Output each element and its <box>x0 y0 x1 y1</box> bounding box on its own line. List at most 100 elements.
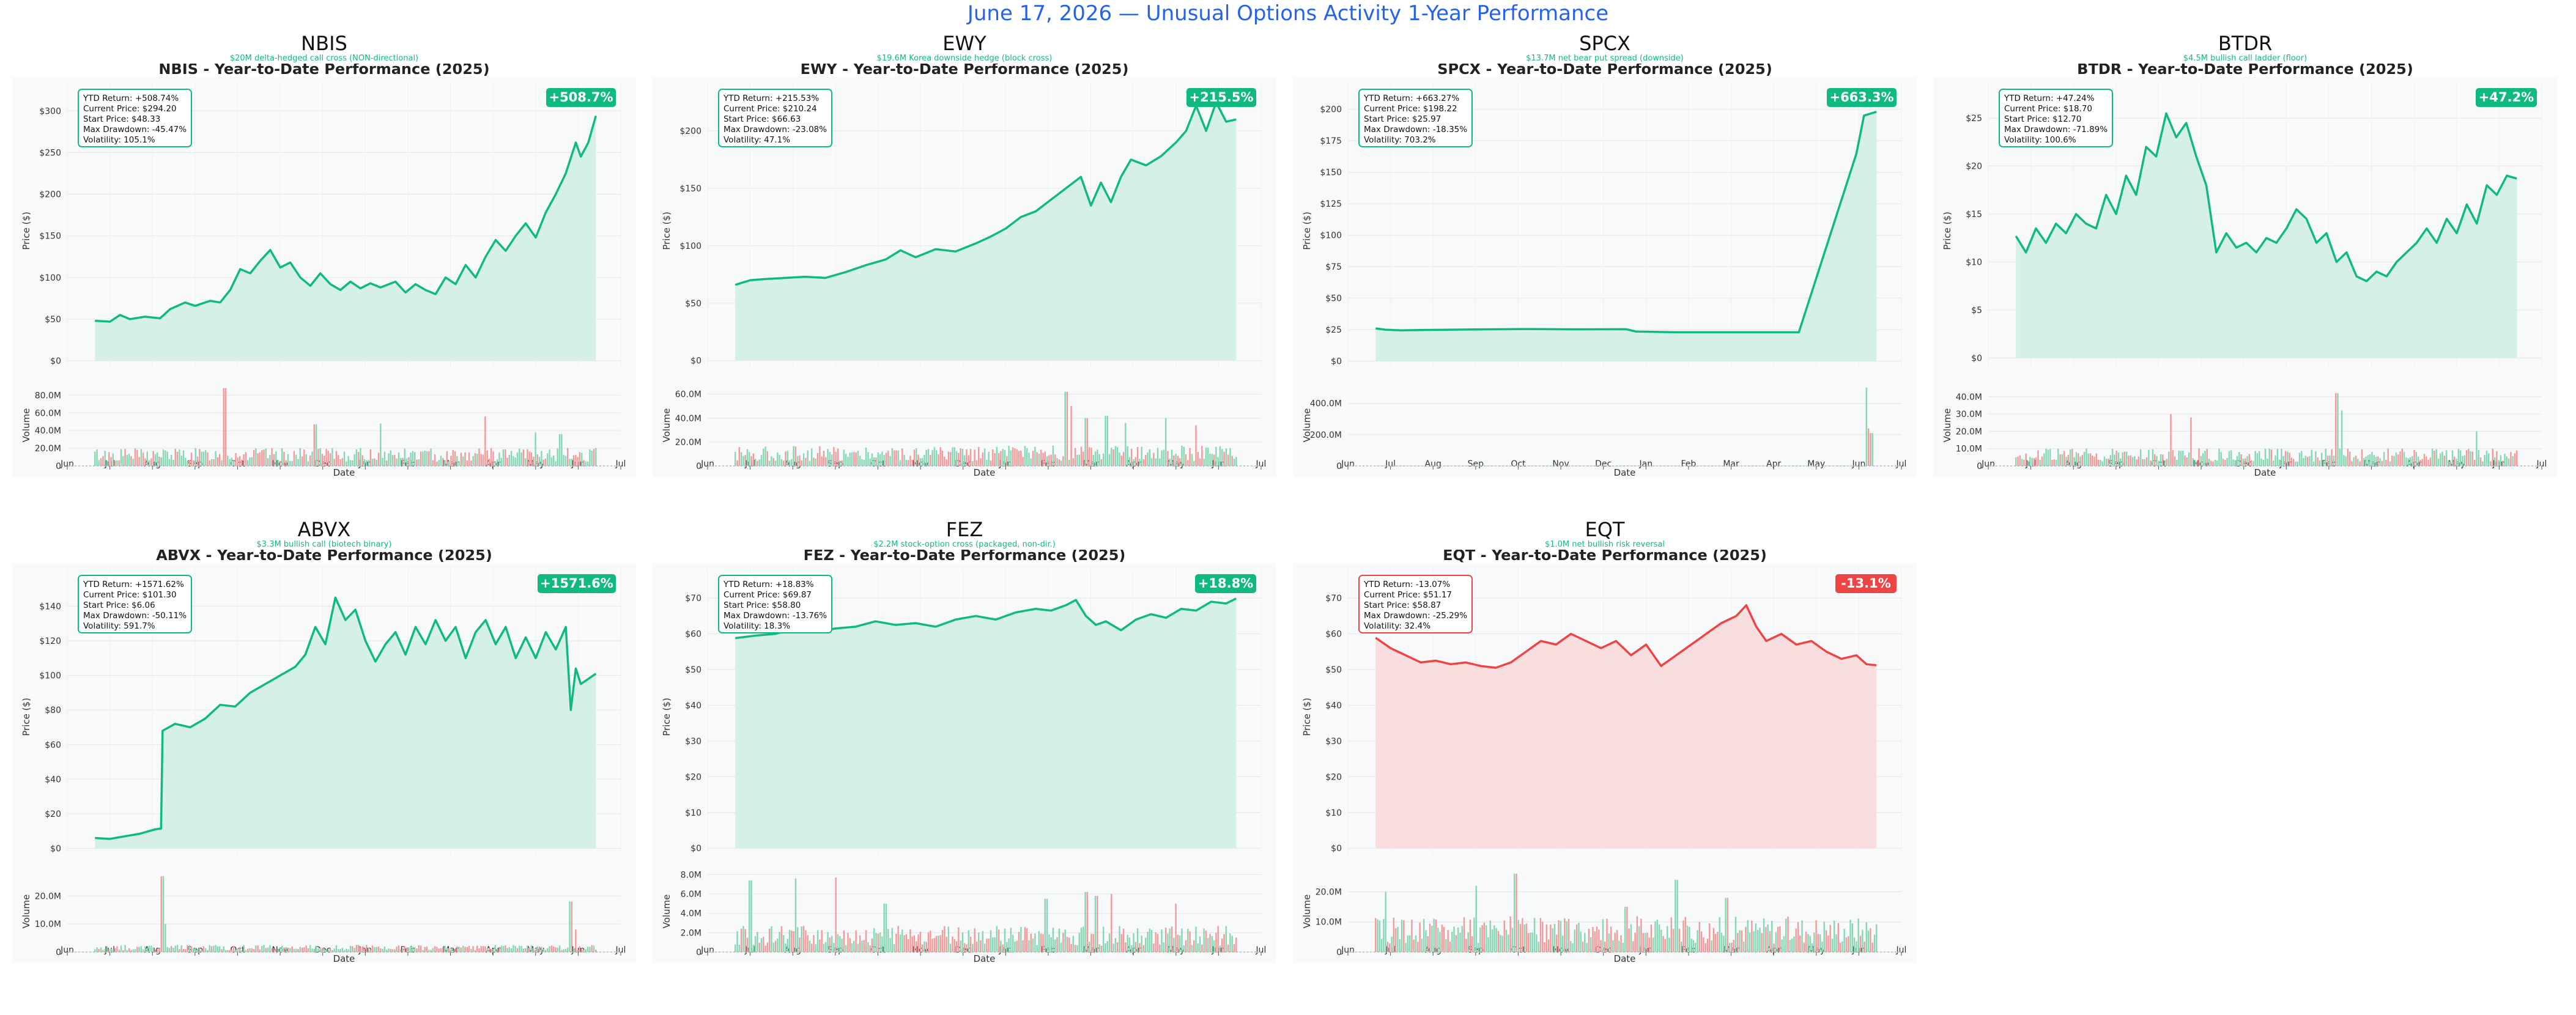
volume-bar <box>2228 451 2230 466</box>
volume-bar <box>352 946 353 952</box>
volume-bar <box>802 926 805 952</box>
volume-bar <box>1709 923 1711 952</box>
volume-bar <box>1185 454 1187 466</box>
volume-bar <box>315 424 317 466</box>
volume-bar <box>749 880 750 952</box>
volume-bar <box>2139 449 2142 466</box>
volume-bar <box>2202 453 2204 466</box>
volume-bar <box>369 449 372 466</box>
volume-bar <box>295 948 297 952</box>
volume-bar <box>968 455 970 466</box>
volume-bar <box>1682 920 1684 952</box>
volume-bar <box>1134 942 1137 952</box>
y-tick-label: $200 <box>39 190 61 200</box>
volume-bar <box>1803 942 1805 952</box>
volume-bar <box>535 950 536 952</box>
volume-bar <box>2049 449 2051 466</box>
volume-bar <box>564 948 567 952</box>
volume-bar <box>1469 920 1471 952</box>
volume-bar <box>2122 452 2123 466</box>
volume-bar <box>2337 393 2339 466</box>
volume-bar <box>213 459 215 466</box>
stats-line: Current Price: $101.30 <box>83 590 177 600</box>
volume-bar <box>1183 945 1185 952</box>
price-area-fill <box>735 102 1237 361</box>
volume-bar <box>1223 451 1225 466</box>
volume-bar <box>1574 465 1576 467</box>
volume-bar <box>1054 454 1056 466</box>
volume-bar <box>809 461 811 466</box>
volume-bar <box>2363 458 2365 466</box>
volume-bar <box>496 459 498 466</box>
volume-bar <box>442 947 444 952</box>
volume-bar <box>2134 456 2136 466</box>
volume-bar <box>2419 460 2421 466</box>
volume-bar <box>1439 932 1441 952</box>
volume-bar <box>1114 938 1117 952</box>
volume-bar <box>589 947 591 952</box>
volume-bar <box>883 903 885 952</box>
y-tick-label: $0 <box>50 844 61 854</box>
volume-bar <box>450 949 452 952</box>
volume-bar <box>1078 932 1080 952</box>
volume-bar <box>176 945 179 952</box>
volume-bar <box>247 460 249 466</box>
volume-bar <box>1161 450 1163 466</box>
volume-bar <box>575 455 577 466</box>
volume-bar <box>1487 937 1489 952</box>
volume-bar <box>122 950 124 952</box>
volume-bar <box>2351 461 2353 466</box>
volume-bar <box>1511 465 1514 467</box>
price-line <box>95 115 597 323</box>
volume-bar <box>275 950 277 952</box>
volume-bar <box>383 947 386 952</box>
volume-bar <box>2333 456 2335 466</box>
volume-bar <box>1092 455 1094 466</box>
volume-bar <box>861 459 863 466</box>
volume-bar <box>903 454 905 466</box>
volume-bar <box>996 926 998 952</box>
volume-bar <box>118 950 120 952</box>
volume-bar <box>172 948 174 952</box>
volume-bar <box>361 455 363 466</box>
volume-bar <box>420 451 422 466</box>
volume-bar <box>2284 451 2287 466</box>
volume-bar <box>2120 458 2122 466</box>
volume-bar <box>2315 451 2317 466</box>
volume-bar <box>2114 454 2115 466</box>
trade-subtitle: $2.2M stock-option cross (packaged, non-… <box>873 540 1056 549</box>
volume-bar <box>740 452 742 466</box>
volume-bar <box>506 457 508 466</box>
volume-tick-label: 0 <box>56 462 61 471</box>
volume-bar <box>430 448 432 466</box>
volume-bar <box>1837 923 1839 952</box>
volume-bar <box>1379 465 1381 467</box>
stats-line: Max Drawdown: -25.29% <box>1364 611 1467 621</box>
volume-bar <box>158 457 160 466</box>
volume-bar <box>1413 939 1415 952</box>
volume-bar <box>2057 448 2059 466</box>
volume-bar <box>1429 923 1431 952</box>
volume-bar <box>1809 465 1811 467</box>
volume-bar <box>760 938 763 952</box>
y-tick-label: $150 <box>679 184 701 194</box>
volume-bar <box>1843 929 1845 952</box>
volume-bar <box>1757 930 1759 952</box>
volume-bar <box>369 950 372 952</box>
volume-bar <box>128 948 130 952</box>
volume-bar <box>289 948 291 952</box>
volume-bar <box>1181 928 1183 952</box>
volume-bar <box>1731 465 1733 467</box>
return-badge-label: +18.8% <box>1198 576 1253 591</box>
volume-bar <box>1867 930 1870 952</box>
volume-bar <box>581 949 583 952</box>
volume-bar <box>513 945 514 952</box>
volume-bar <box>2493 457 2496 466</box>
volume-bar <box>144 458 146 466</box>
volume-bar <box>2093 456 2095 466</box>
volume-bar <box>935 450 938 466</box>
volume-bar <box>508 454 511 466</box>
volume-bar <box>939 447 941 466</box>
volume-bar <box>2210 460 2212 466</box>
volume-bar <box>1578 922 1580 952</box>
